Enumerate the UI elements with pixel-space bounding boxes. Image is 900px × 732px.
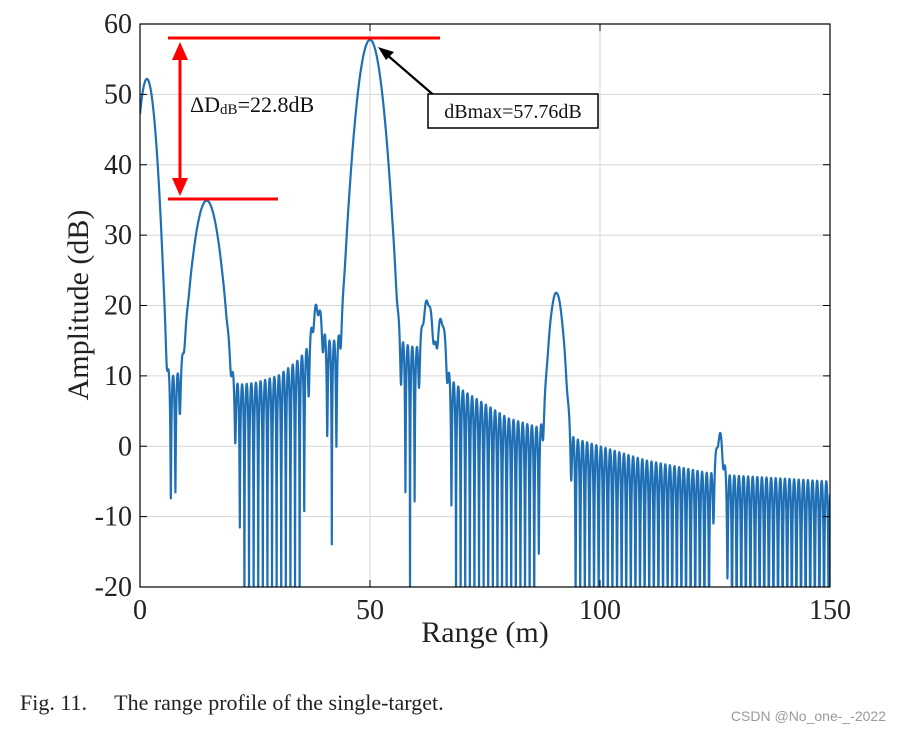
- dbmax-label-box: [427, 93, 599, 129]
- y-tick-label: 60: [104, 9, 132, 40]
- y-tick-label: 50: [104, 79, 132, 110]
- dbmax-arrow-head-icon: [378, 47, 394, 60]
- delta-arrow-down-icon: [172, 178, 188, 196]
- x-tick-label: 0: [133, 595, 147, 626]
- y-tick-label: -10: [95, 502, 132, 533]
- delta-arrow-up-icon: [172, 42, 188, 60]
- y-tick-label: -20: [95, 572, 132, 603]
- series-line: [140, 38, 830, 587]
- annotations: ΔDdB=22.8dB dBmax=57.76dB: [168, 36, 599, 201]
- x-tick-label: 150: [809, 595, 851, 626]
- y-tick-label: 10: [104, 361, 132, 392]
- delta-subscript: dB: [220, 102, 238, 118]
- y-tick-label: 0: [118, 431, 132, 462]
- x-axis-label: Range (m): [421, 616, 548, 649]
- watermark: CSDN @No_one-_-2022: [730, 708, 886, 724]
- y-tick-label: 30: [104, 220, 132, 251]
- delta-symbol: ΔD: [190, 92, 220, 117]
- series-line-layer: [140, 38, 830, 587]
- x-tick-label: 100: [579, 595, 621, 626]
- dbmax-arrow-line: [385, 53, 438, 99]
- y-axis-label: Amplitude (dB): [62, 210, 95, 401]
- delta-annotation-text: ΔDdB=22.8dB: [190, 92, 314, 118]
- dbmax-label: dBmax=57.76dB: [444, 101, 581, 123]
- y-tick-label: 40: [104, 150, 132, 181]
- y-tick-label: 20: [104, 291, 132, 322]
- axis-ticks: -20 -10 0 10 20 30 40 50 60 0 50 100 150: [95, 9, 851, 626]
- x-tick-label: 50: [356, 595, 384, 626]
- delta-value: =22.8dB: [238, 92, 315, 117]
- figure-caption: Fig. 11. The range profile of the single…: [20, 690, 444, 715]
